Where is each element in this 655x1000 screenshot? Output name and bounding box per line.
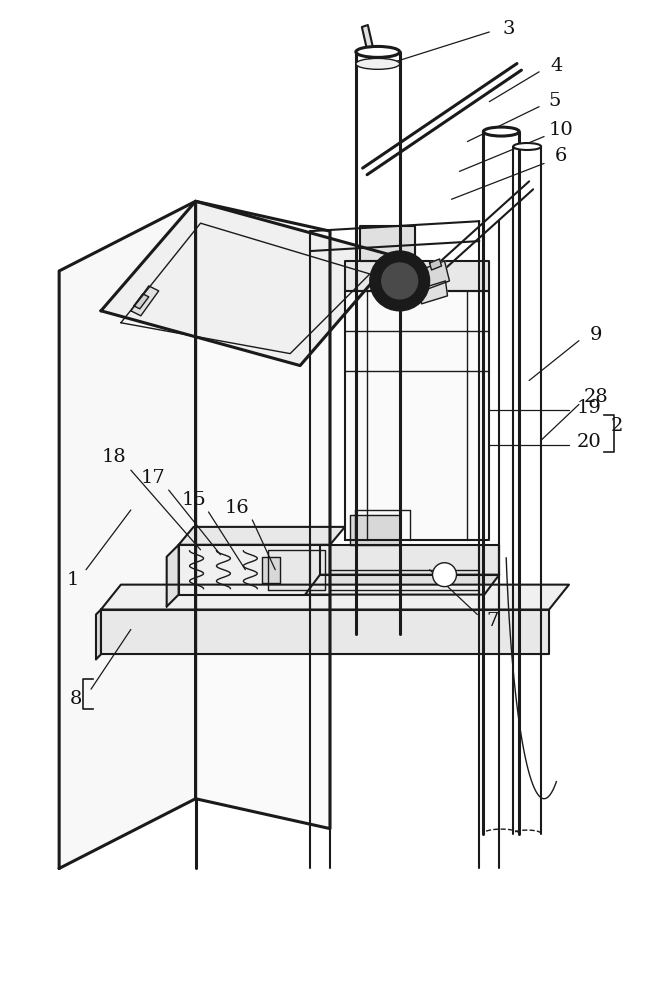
Ellipse shape <box>483 127 519 136</box>
Polygon shape <box>262 557 280 583</box>
Polygon shape <box>59 201 196 868</box>
Text: 28: 28 <box>584 388 608 406</box>
Polygon shape <box>320 545 499 575</box>
Polygon shape <box>430 259 441 270</box>
Ellipse shape <box>356 46 400 57</box>
Polygon shape <box>131 286 159 316</box>
Polygon shape <box>362 25 376 62</box>
Polygon shape <box>345 261 489 291</box>
Polygon shape <box>269 550 325 590</box>
Polygon shape <box>345 291 489 540</box>
Text: 8: 8 <box>70 690 83 708</box>
Polygon shape <box>96 610 101 659</box>
Text: 16: 16 <box>225 499 250 517</box>
Text: 7: 7 <box>486 612 498 630</box>
Polygon shape <box>166 545 179 607</box>
Polygon shape <box>179 527 345 545</box>
Polygon shape <box>179 545 330 595</box>
Ellipse shape <box>514 143 541 150</box>
Text: 3: 3 <box>503 20 515 38</box>
Polygon shape <box>360 226 415 261</box>
Text: 15: 15 <box>181 491 206 509</box>
Polygon shape <box>101 585 569 610</box>
Polygon shape <box>101 610 549 654</box>
Text: 20: 20 <box>576 433 601 451</box>
Polygon shape <box>134 294 149 309</box>
Ellipse shape <box>356 58 400 69</box>
Polygon shape <box>420 281 447 304</box>
Text: 5: 5 <box>549 92 561 110</box>
Text: 17: 17 <box>140 469 165 487</box>
Circle shape <box>432 563 457 587</box>
Text: 4: 4 <box>551 57 563 75</box>
Polygon shape <box>305 575 499 595</box>
Text: 1: 1 <box>67 571 79 589</box>
Circle shape <box>370 251 430 311</box>
Text: 19: 19 <box>576 399 601 417</box>
Text: 18: 18 <box>102 448 126 466</box>
Polygon shape <box>418 261 449 291</box>
Circle shape <box>382 263 418 299</box>
Polygon shape <box>196 201 330 829</box>
Text: 2: 2 <box>610 417 623 435</box>
Polygon shape <box>350 515 400 545</box>
Text: 9: 9 <box>590 326 602 344</box>
Text: 6: 6 <box>555 147 567 165</box>
Polygon shape <box>101 201 395 366</box>
Text: 10: 10 <box>549 121 573 139</box>
